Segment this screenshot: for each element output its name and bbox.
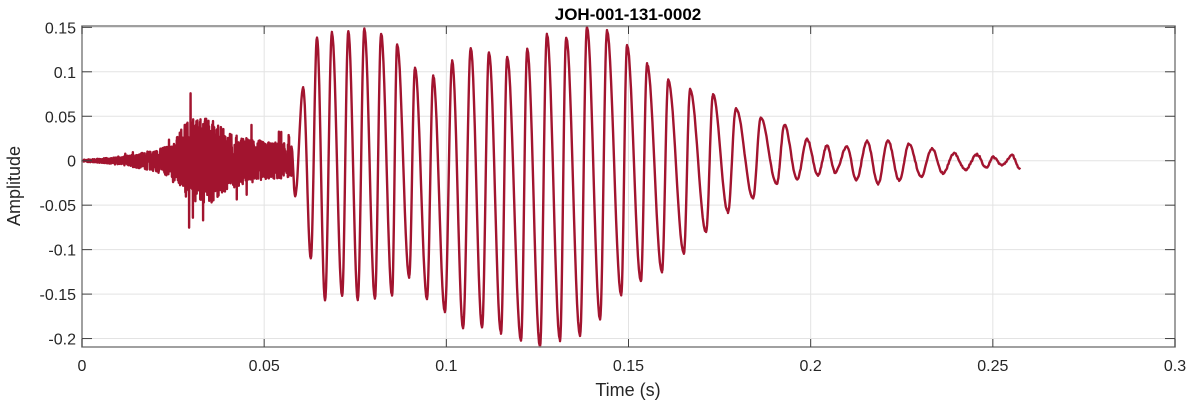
x-tick-label: 0.25	[977, 358, 1008, 375]
y-tick-label: 0.15	[45, 20, 76, 37]
x-tick-label: 0.05	[249, 358, 280, 375]
chart-title: JOH-001-131-0002	[555, 5, 701, 24]
y-tick-label: -0.1	[48, 243, 76, 260]
y-tick-label: -0.2	[48, 332, 76, 349]
y-tick-label: 0	[67, 154, 76, 171]
x-tick-label: 0.15	[613, 358, 644, 375]
waveform-line	[80, 25, 1022, 348]
y-tick-label: -0.15	[40, 287, 77, 304]
y-tick-label: 0.1	[54, 65, 76, 82]
x-tick-label: 0.3	[1164, 358, 1186, 375]
ticks: 0 0.05 0.1 0.15 0.2 0.25 0.3 0.15 0.1 0.05 0 -0.05 -…	[40, 20, 1187, 375]
series-group	[80, 25, 1022, 348]
y-axis-label: Amplitude	[4, 146, 24, 226]
x-tick-label: 0	[78, 358, 87, 375]
y-tick-label: 0.05	[45, 109, 76, 126]
x-tick-label: 0.2	[800, 358, 822, 375]
x-tick-label: 0.1	[435, 358, 457, 375]
x-axis-label: Time (s)	[595, 380, 660, 400]
y-tick-label: -0.05	[40, 198, 77, 215]
